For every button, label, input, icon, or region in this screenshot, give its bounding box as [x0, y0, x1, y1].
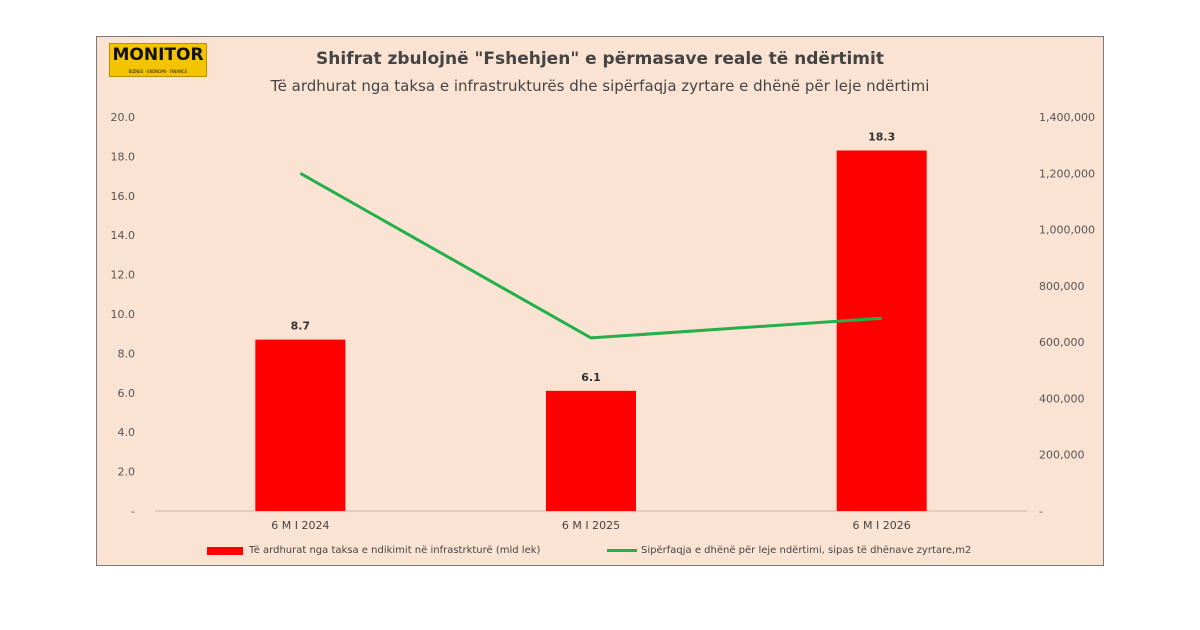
x-tick-label: 6 M I 2026: [853, 519, 911, 532]
legend-label-bar: Të ardhurat nga taksa e ndikimit në infr…: [249, 545, 541, 556]
y-left-tick-label: 18.0: [111, 150, 136, 163]
y-left-tick-label: 4.0: [118, 426, 136, 439]
y-left-tick-label: 14.0: [111, 229, 136, 242]
y-right-tick-label: 200,000: [1039, 449, 1085, 462]
monitor-logo: MONITOR BIZNES · EKONOMI · FINANCE: [109, 43, 207, 77]
y-left-tick-label: 2.0: [118, 466, 136, 479]
y-left-tick-label: 10.0: [111, 308, 136, 321]
chart-plot: - 2.0 4.0 6.0 8.0 10.0 12.0 14.0 16.0 18.0 20.0 - 20…: [111, 111, 1095, 532]
y-left-tick-label: 6.0: [118, 387, 136, 400]
y-right-tick-label: 800,000: [1039, 280, 1085, 293]
y-left-tick-label: 8.0: [118, 347, 136, 360]
logo-text: MONITOR: [112, 45, 204, 65]
bar-data-label: 6.1: [581, 371, 601, 384]
chart-title: Shifrat zbulojnë "Fshehjen" e përmasave …: [316, 49, 884, 69]
legend-item-bar: Të ardhurat nga taksa e ndikimit në infr…: [207, 545, 540, 556]
x-tick-label: 6 M I 2024: [271, 519, 329, 532]
y-left-tick-label: 12.0: [111, 269, 136, 282]
y-right-tick-label: 1,200,000: [1039, 167, 1095, 180]
y-right-tick-label: 1,400,000: [1039, 111, 1095, 124]
logo-subtext: BIZNES · EKONOMI · FINANCE: [128, 69, 188, 74]
line-series: [299, 171, 882, 340]
x-tick-label: 6 M I 2025: [562, 519, 620, 532]
y-right-tick-label: 1,000,000: [1039, 224, 1095, 237]
y-left-tick-label: 16.0: [111, 190, 136, 203]
bar: [836, 150, 927, 511]
y-right-tick-label: 400,000: [1039, 392, 1085, 405]
legend-swatch-line: [607, 549, 637, 552]
legend-item-line: Sipërfaqja e dhënë për leje ndërtimi, si…: [607, 545, 971, 556]
bar-data-label: 8.7: [291, 320, 311, 333]
chart-frame: MONITOR BIZNES · EKONOMI · FINANCE Shifr…: [96, 36, 1104, 566]
bar: [255, 339, 346, 511]
bar-data-label: 18.3: [868, 130, 895, 143]
bar: [546, 390, 636, 511]
legend-label-line: Sipërfaqja e dhënë për leje ndërtimi, si…: [641, 545, 972, 556]
y-left-tick-label: -: [131, 505, 135, 518]
y-right-tick-label: -: [1039, 505, 1043, 518]
chart-subtitle: Të ardhurat nga taksa e infrastrukturës …: [270, 77, 930, 95]
y-left-tick-label: 20.0: [111, 111, 136, 124]
y-right-tick-label: 600,000: [1039, 336, 1085, 349]
legend-swatch-bar: [207, 546, 243, 555]
